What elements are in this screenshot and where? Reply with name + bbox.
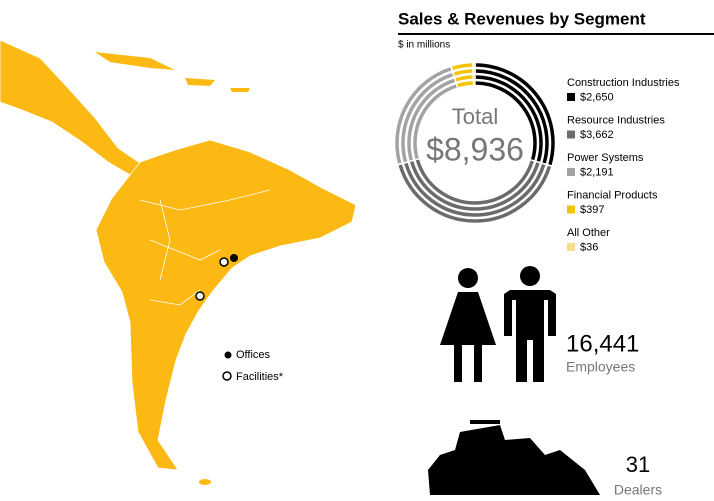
borders — [139, 189, 271, 306]
legend-label: Power Systems — [567, 152, 644, 164]
donut-arc — [475, 81, 537, 161]
donut-arc — [457, 81, 473, 88]
donut-arc — [455, 75, 473, 82]
map-legend-label: Offices — [236, 349, 271, 361]
legend-value: $397 — [580, 204, 604, 216]
donut-arc — [395, 67, 452, 164]
legend-office-dot — [224, 351, 232, 359]
donut-arc — [404, 162, 546, 217]
chart-subtitle: $ in millions — [398, 40, 450, 51]
center-label: Total — [452, 104, 498, 129]
donut-arc — [398, 164, 552, 223]
map: Offices Facilities* — [0, 39, 357, 485]
donut-arc — [401, 72, 454, 163]
stat-label: Employees — [566, 359, 635, 375]
legend-value: $2,650 — [580, 91, 614, 103]
legend-swatch — [567, 168, 575, 176]
legend-swatch — [567, 243, 575, 251]
stat-label: Dealers — [614, 482, 662, 498]
donut-arc — [415, 159, 534, 205]
facility-marker — [219, 257, 229, 267]
people-icon — [440, 266, 556, 382]
donut-arc — [452, 63, 473, 70]
legend-facility-dot — [222, 371, 232, 381]
legend-swatch — [567, 130, 575, 139]
legend-value: $2,191 — [580, 166, 614, 178]
donut-arc — [413, 84, 457, 160]
center-value: $8,936 — [426, 131, 524, 167]
donut — [395, 63, 555, 223]
legend-swatch — [567, 205, 575, 214]
chart-title: Sales & Revenues by Segment — [398, 9, 646, 28]
stat-value: 31 — [626, 452, 650, 477]
legend-swatch — [567, 93, 575, 101]
legend-value: $36 — [580, 241, 598, 253]
office-marker — [230, 254, 238, 262]
legend-value: $3,662 — [580, 129, 614, 141]
donut-arc — [475, 69, 549, 164]
south-america — [95, 139, 357, 471]
donut-arc — [410, 161, 540, 211]
stat-value: 16,441 — [566, 330, 639, 357]
donut-arc — [475, 63, 555, 166]
legend-label: All Other — [567, 227, 610, 239]
legend-label: Resource Industries — [567, 114, 665, 126]
caribbean — [95, 52, 250, 92]
loader-icon — [428, 420, 600, 495]
legend: Construction Industries $2,650 Resource In… — [567, 77, 680, 253]
map-legend-label: Facilities* — [236, 371, 284, 383]
falklands — [199, 479, 211, 485]
facility-marker — [195, 291, 205, 301]
legend-label: Construction Industries — [567, 77, 680, 89]
donut-arc — [475, 75, 543, 162]
donut-arc — [453, 69, 473, 76]
legend-label: Financial Products — [567, 189, 658, 201]
donut-arc — [407, 78, 456, 161]
